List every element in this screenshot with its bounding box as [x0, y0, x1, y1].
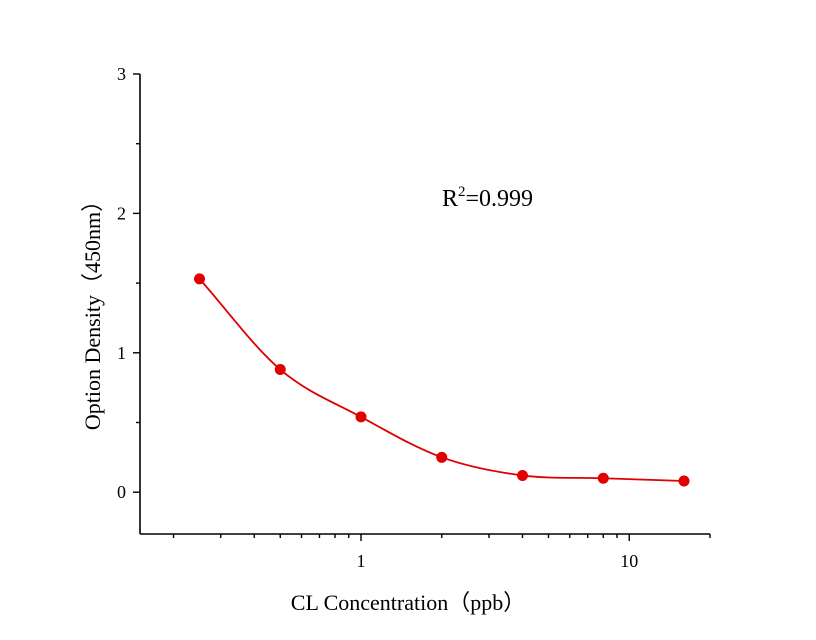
data-point: [355, 411, 367, 423]
y-tick-label: 2: [117, 203, 126, 223]
x-tick-label: 1: [357, 551, 366, 571]
data-point: [517, 469, 529, 481]
r-squared-superscript: 2: [458, 184, 466, 200]
fitted-curve: [198, 278, 685, 482]
data-point: [274, 364, 286, 376]
data-point: [194, 273, 206, 285]
data-point: [678, 475, 690, 487]
x-axis-title: CL Concentration（ppb）: [291, 590, 525, 615]
data-point: [597, 472, 609, 484]
data-series: [194, 273, 690, 487]
y-tick-label: 1: [117, 343, 126, 363]
r-squared-value: =0.999: [466, 186, 534, 212]
y-tick-label: 3: [117, 64, 126, 84]
y-axis-title: Option Density（450nm）: [80, 190, 105, 430]
x-tick-label: 10: [620, 551, 638, 571]
r-squared-prefix: R: [442, 186, 458, 212]
data-point: [436, 451, 448, 463]
r-squared-annotation: R2=0.999: [442, 184, 533, 212]
y-tick-label: 0: [117, 482, 126, 502]
tick-marks: [133, 73, 711, 541]
tick-labels: 0 1 2 3 1 10: [117, 64, 638, 571]
axes: [139, 74, 710, 535]
